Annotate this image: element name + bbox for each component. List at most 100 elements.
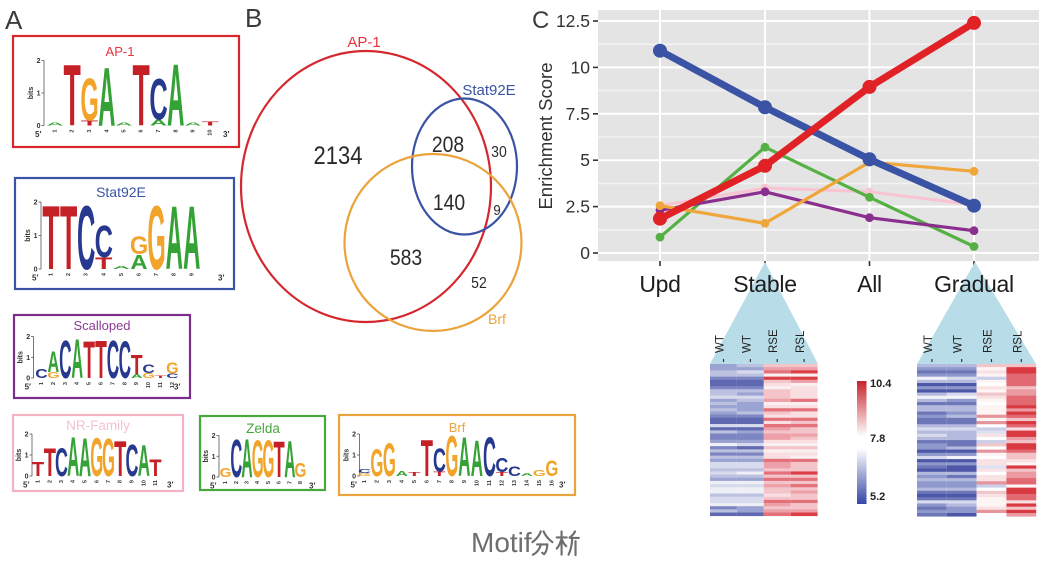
svg-text:3: 3 <box>244 481 250 484</box>
svg-text:A: A <box>167 46 184 144</box>
svg-text:7.8: 7.8 <box>870 433 885 445</box>
svg-text:Stat92E: Stat92E <box>462 82 515 99</box>
svg-text:9: 9 <box>189 273 195 276</box>
svg-text:A: A <box>241 427 252 490</box>
svg-text:7.5: 7.5 <box>566 104 590 124</box>
svg-text:T: T <box>64 48 81 145</box>
svg-text:8: 8 <box>449 480 455 483</box>
svg-text:2: 2 <box>47 480 53 483</box>
svg-text:A: A <box>471 432 483 488</box>
svg-text:11: 11 <box>487 480 493 486</box>
svg-text:AP-1: AP-1 <box>106 44 135 59</box>
svg-text:8: 8 <box>173 130 179 133</box>
svg-text:G: G <box>358 472 371 477</box>
svg-text:Zelda: Zelda <box>246 421 280 436</box>
svg-text:bits: bits <box>344 449 351 462</box>
svg-text:3: 3 <box>84 273 90 276</box>
svg-text:5: 5 <box>266 481 272 484</box>
svg-text:5: 5 <box>87 382 93 385</box>
svg-text:A: A <box>183 188 200 288</box>
svg-text:Stat92E: Stat92E <box>96 184 146 200</box>
svg-text:4: 4 <box>104 129 110 133</box>
svg-text:5′: 5′ <box>25 383 31 392</box>
svg-text:10: 10 <box>146 382 152 388</box>
svg-text:G: G <box>166 361 178 378</box>
svg-text:A: A <box>5 5 23 35</box>
svg-text:Enrichment Score: Enrichment Score <box>535 62 556 209</box>
svg-text:0: 0 <box>25 474 29 481</box>
svg-text:5: 5 <box>119 273 125 276</box>
svg-text:A: A <box>458 426 470 488</box>
svg-text:C: C <box>77 189 95 290</box>
svg-text:C: C <box>149 67 167 133</box>
svg-text:C: C <box>55 440 68 485</box>
svg-text:16: 16 <box>549 480 555 486</box>
svg-text:T: T <box>81 119 99 127</box>
svg-text:C: C <box>126 437 139 487</box>
svg-text:G: G <box>47 371 60 380</box>
svg-text:WT: WT <box>923 335 935 353</box>
svg-text:2: 2 <box>234 481 240 484</box>
svg-text:T: T <box>83 332 95 390</box>
svg-text:1: 1 <box>362 480 368 483</box>
svg-text:10: 10 <box>208 130 214 136</box>
svg-text:C: C <box>95 216 113 266</box>
svg-text:10: 10 <box>474 480 480 486</box>
svg-text:7: 7 <box>156 130 162 133</box>
svg-text:12: 12 <box>170 382 176 388</box>
svg-text:T: T <box>149 454 162 481</box>
svg-text:A: A <box>166 188 183 288</box>
svg-text:Brf: Brf <box>449 420 466 435</box>
svg-text:C: C <box>532 7 549 34</box>
svg-text:C: C <box>107 331 119 390</box>
svg-text:9: 9 <box>493 201 500 218</box>
svg-text:G: G <box>262 431 274 489</box>
svg-text:6: 6 <box>98 382 104 385</box>
svg-text:T: T <box>44 439 56 484</box>
svg-text:7: 7 <box>110 382 116 385</box>
svg-text:3: 3 <box>387 480 393 483</box>
svg-text:G: G <box>295 459 307 482</box>
svg-text:0: 0 <box>26 376 30 383</box>
svg-text:7: 7 <box>154 273 160 276</box>
svg-text:3: 3 <box>63 382 69 385</box>
svg-text:C: C <box>508 465 522 479</box>
svg-text:A: A <box>284 431 295 489</box>
svg-text:5′: 5′ <box>32 274 38 283</box>
svg-text:0: 0 <box>212 475 216 482</box>
svg-text:T: T <box>60 188 77 289</box>
svg-text:2: 2 <box>352 432 356 439</box>
svg-text:T: T <box>433 471 445 478</box>
svg-text:T: T <box>408 471 420 477</box>
svg-text:A: A <box>131 373 143 380</box>
svg-text:6: 6 <box>277 481 283 484</box>
svg-text:2.5: 2.5 <box>566 197 590 217</box>
svg-text:2134: 2134 <box>314 142 363 170</box>
svg-text:10.4: 10.4 <box>870 378 892 390</box>
svg-text:bits: bits <box>28 87 35 100</box>
svg-text:T: T <box>421 430 433 488</box>
svg-text:2: 2 <box>51 382 57 385</box>
svg-text:5′: 5′ <box>210 482 216 491</box>
svg-text:5: 5 <box>412 480 418 483</box>
svg-text:WT: WT <box>715 335 727 353</box>
svg-text:A: A <box>113 265 130 270</box>
svg-text:9: 9 <box>190 130 196 133</box>
svg-text:4: 4 <box>75 381 81 385</box>
svg-text:A: A <box>521 472 533 477</box>
svg-text:C: C <box>358 468 371 475</box>
svg-text:8: 8 <box>118 480 124 483</box>
svg-text:12: 12 <box>499 480 505 486</box>
svg-text:7: 7 <box>287 481 293 484</box>
svg-text:1: 1 <box>352 453 356 460</box>
svg-text:3: 3 <box>59 480 65 483</box>
svg-text:3′: 3′ <box>218 274 224 283</box>
svg-text:1: 1 <box>26 355 30 362</box>
svg-text:C: C <box>59 331 71 390</box>
svg-text:0: 0 <box>352 474 356 481</box>
svg-text:T: T <box>32 459 45 481</box>
svg-text:Upd: Upd <box>639 271 680 297</box>
svg-text:G: G <box>370 442 383 485</box>
svg-text:140: 140 <box>433 191 465 215</box>
svg-text:8: 8 <box>122 382 128 385</box>
